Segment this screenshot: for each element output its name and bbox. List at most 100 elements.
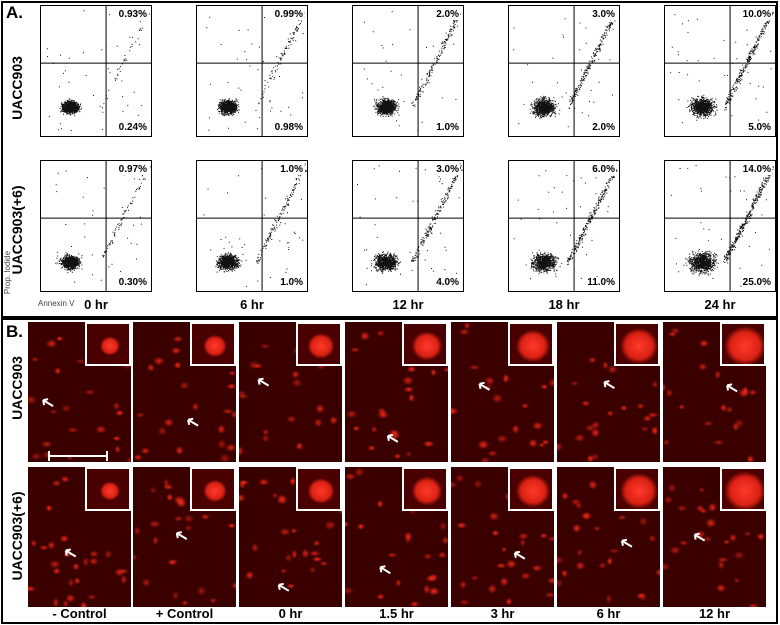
cell-nucleus bbox=[170, 346, 182, 355]
cell-nucleus bbox=[115, 409, 125, 417]
cell-nucleus bbox=[733, 577, 740, 584]
cell-nucleus bbox=[655, 568, 660, 577]
arrow-icon bbox=[277, 582, 290, 592]
inset-zoom bbox=[296, 467, 342, 511]
cell-nucleus bbox=[746, 454, 755, 462]
cell-nucleus bbox=[647, 412, 659, 418]
cell-nucleus bbox=[725, 406, 734, 413]
cell-nucleus bbox=[606, 410, 614, 417]
cell-nucleus bbox=[699, 339, 709, 348]
cell-nucleus bbox=[511, 424, 520, 434]
cell-nucleus bbox=[561, 569, 568, 578]
cell-nucleus bbox=[221, 408, 234, 414]
panel-b-row-label-2: UACC903(+6) bbox=[9, 491, 25, 581]
cell-nucleus bbox=[456, 522, 467, 529]
timepoint-label: 6 hr bbox=[240, 297, 264, 312]
cell-nucleus bbox=[663, 562, 671, 571]
cell-nucleus bbox=[747, 603, 759, 607]
cell-nucleus bbox=[319, 560, 329, 567]
cell-nucleus bbox=[41, 440, 53, 448]
cell-nucleus bbox=[520, 572, 531, 580]
cell-nucleus bbox=[748, 389, 758, 396]
cell-nucleus bbox=[54, 367, 62, 375]
cell-nucleus bbox=[376, 593, 385, 600]
cell-nucleus bbox=[114, 445, 121, 454]
cell-nucleus bbox=[640, 426, 650, 432]
cell-nucleus bbox=[290, 527, 298, 534]
inset-nucleus bbox=[515, 329, 551, 363]
cell-nucleus bbox=[133, 553, 138, 561]
cell-nucleus bbox=[30, 452, 42, 461]
cell-nucleus bbox=[428, 587, 440, 596]
arrow-icon bbox=[175, 531, 188, 540]
cell-nucleus bbox=[133, 454, 143, 461]
micrograph bbox=[557, 467, 660, 607]
inset-zoom bbox=[296, 322, 342, 366]
cell-nucleus bbox=[408, 393, 415, 403]
cell-nucleus bbox=[572, 523, 582, 533]
cell-nucleus bbox=[557, 578, 563, 588]
cell-nucleus bbox=[279, 527, 291, 536]
cell-nucleus bbox=[620, 405, 628, 411]
timepoint-label: 18 hr bbox=[548, 297, 580, 312]
cell-nucleus bbox=[717, 559, 725, 570]
cell-nucleus bbox=[47, 541, 56, 550]
cell-nucleus bbox=[667, 483, 677, 493]
micrograph bbox=[345, 322, 448, 462]
cell-nucleus bbox=[501, 546, 508, 553]
inset-zoom bbox=[190, 467, 236, 511]
cell-nucleus bbox=[679, 539, 689, 546]
cell-nucleus bbox=[95, 425, 107, 434]
micrograph bbox=[663, 467, 766, 607]
cell-nucleus bbox=[705, 518, 717, 528]
cell-nucleus bbox=[370, 425, 378, 434]
lower-right-percent: 0.98% bbox=[273, 122, 304, 133]
cell-nucleus bbox=[227, 522, 236, 529]
cell-nucleus bbox=[663, 438, 671, 446]
cell-nucleus bbox=[443, 366, 448, 373]
cell-nucleus bbox=[707, 502, 717, 513]
cell-nucleus bbox=[367, 445, 376, 451]
cell-nucleus bbox=[260, 343, 270, 349]
cell-nucleus bbox=[324, 520, 336, 530]
cell-nucleus bbox=[575, 561, 586, 570]
cell-nucleus bbox=[484, 376, 496, 386]
cell-nucleus bbox=[173, 515, 184, 522]
scatter-dots bbox=[206, 12, 305, 131]
inset-nucleus bbox=[724, 326, 764, 364]
lower-right-percent: 1.0% bbox=[279, 277, 304, 288]
inset-zoom bbox=[720, 467, 766, 511]
cell-nucleus bbox=[477, 440, 490, 450]
cell-nucleus bbox=[350, 347, 361, 353]
cell-nucleus bbox=[183, 514, 195, 524]
cell-nucleus bbox=[496, 434, 508, 443]
inset-zoom bbox=[614, 322, 660, 366]
flow-plot: 0.99% 0.98% bbox=[196, 5, 308, 137]
cell-nucleus bbox=[30, 356, 39, 362]
cell-nucleus bbox=[28, 395, 37, 405]
cell-nucleus bbox=[30, 539, 37, 548]
inset-zoom bbox=[85, 467, 131, 511]
cell-nucleus bbox=[346, 410, 358, 419]
cell-nucleus bbox=[581, 400, 591, 407]
cell-nucleus bbox=[519, 538, 526, 547]
cell-nucleus bbox=[345, 586, 354, 595]
cell-nucleus bbox=[172, 590, 179, 601]
inset-nucleus bbox=[515, 474, 551, 508]
cell-nucleus bbox=[540, 383, 549, 390]
cell-nucleus bbox=[248, 360, 260, 370]
cell-nucleus bbox=[315, 403, 325, 414]
cell-nucleus bbox=[376, 499, 384, 508]
scatter-dots bbox=[46, 10, 151, 131]
cell-nucleus bbox=[353, 467, 365, 478]
cell-nucleus bbox=[76, 358, 86, 365]
cell-nucleus bbox=[471, 575, 479, 581]
flow-plot: 0.93% 0.24% bbox=[40, 5, 152, 137]
cell-nucleus bbox=[451, 407, 459, 416]
cell-nucleus bbox=[607, 365, 618, 374]
cell-nucleus bbox=[239, 446, 244, 456]
cell-nucleus bbox=[499, 576, 509, 587]
cell-nucleus bbox=[301, 548, 310, 559]
cell-nucleus bbox=[149, 486, 157, 494]
micrograph bbox=[28, 322, 131, 462]
